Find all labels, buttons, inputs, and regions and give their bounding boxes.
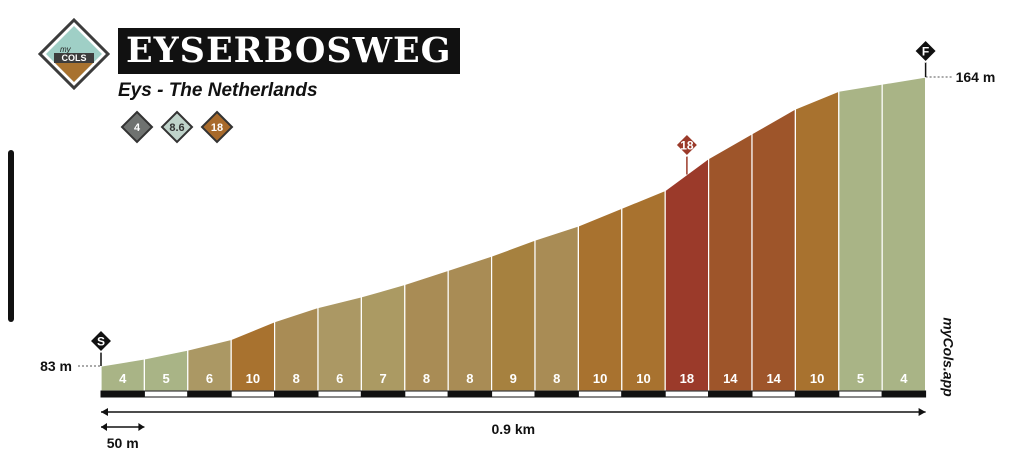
- distance-scale-block: [404, 390, 449, 398]
- finish-marker-label: F: [922, 45, 929, 59]
- scrollbar-handle[interactable]: [8, 150, 14, 322]
- arrowhead-left: [101, 408, 108, 416]
- profile-segment: [577, 207, 623, 392]
- distance-scale-block: [230, 390, 276, 398]
- climb-title: EYSERBOSWEG: [118, 28, 460, 74]
- distance-scale-block: [664, 390, 710, 398]
- scale-arrowhead-left: [101, 423, 107, 431]
- segment-gradient-label: 5: [162, 371, 169, 386]
- profile-segment: [534, 225, 580, 392]
- segment-gradient-label: 14: [723, 371, 738, 386]
- watermark-text: myCols.app: [941, 317, 957, 397]
- distance-scale-block: [100, 390, 145, 398]
- start-elevation-label: 83 m: [40, 358, 72, 374]
- segment-gradient-label: 8: [423, 371, 430, 386]
- logo-prefix: my: [60, 45, 72, 54]
- arrowhead-right: [918, 408, 926, 416]
- segment-gradient-label: 6: [206, 371, 213, 386]
- segment-gradient-label: 5: [857, 371, 864, 386]
- max-gradient-marker-label: 18: [680, 139, 694, 153]
- segment-gradient-label: 6: [336, 371, 343, 386]
- segment-gradient-label: 4: [119, 371, 127, 386]
- segment-gradient-label: 4: [900, 371, 908, 386]
- segment-gradient-label: 7: [379, 371, 386, 386]
- max-gradient-marker-shape: [674, 132, 699, 158]
- profile-segment: [881, 76, 927, 392]
- distance-scale-block: [751, 390, 796, 398]
- distance-scale-block: [794, 390, 840, 398]
- segment-gradient-label: 9: [510, 371, 517, 386]
- stat-badge-label: 4: [134, 122, 141, 134]
- distance-scale-block: [143, 390, 189, 398]
- profile-segment: [794, 90, 840, 392]
- logo-text: COLS: [61, 53, 86, 63]
- stat-badge: [120, 110, 154, 144]
- segment-gradient-label: 8: [553, 371, 560, 386]
- profile-segment: [707, 132, 753, 392]
- distance-scale-block: [317, 390, 362, 398]
- distance-scale-block: [491, 390, 536, 398]
- distance-scale-block: [577, 390, 623, 398]
- distance-scale-block: [534, 390, 579, 398]
- segment-gradient-label: 10: [636, 371, 650, 386]
- stat-badge: [200, 110, 234, 144]
- app-logo: my COLS: [38, 18, 110, 90]
- distance-scale-block: [881, 390, 927, 398]
- distance-scale-block: [708, 390, 753, 398]
- segment-gradient-label: 10: [593, 371, 607, 386]
- profile-segment: [621, 189, 666, 392]
- profile-segment: [491, 239, 536, 392]
- distance-scale-block: [274, 390, 319, 398]
- distance-scale-block: [838, 390, 883, 398]
- segment-gradient-label: 10: [810, 371, 824, 386]
- distance-scale-block: [447, 390, 493, 398]
- climb-location: Eys - The Netherlands: [118, 80, 318, 101]
- profile-segment: [751, 107, 797, 392]
- finish-marker-shape: [913, 38, 938, 64]
- segment-gradient-label: 10: [246, 371, 260, 386]
- stat-badge-label: 8.6: [169, 122, 184, 134]
- distance-scale-block: [621, 390, 666, 398]
- total-distance-label: 0.9 km: [492, 421, 536, 437]
- distance-scale-block: [360, 390, 406, 398]
- segment-gradient-label: 8: [466, 371, 473, 386]
- distance-scale-block: [187, 390, 232, 398]
- start-marker-label: S: [97, 335, 105, 349]
- profile-segment: [664, 157, 710, 392]
- segment-gradient-label: 18: [680, 371, 694, 386]
- segment-gradient-label: 14: [766, 371, 781, 386]
- end-elevation-label: 164 m: [956, 69, 996, 85]
- segment-scale-label: 50 m: [107, 435, 139, 451]
- start-marker-shape: [88, 328, 114, 354]
- scale-arrowhead-right: [138, 423, 145, 431]
- profile-segment: [838, 83, 883, 392]
- segment-gradient-label: 8: [293, 371, 300, 386]
- stat-badge-label: 18: [211, 122, 223, 134]
- stat-badge: [160, 110, 194, 144]
- stat-badges: 4 8.6 18: [120, 110, 234, 144]
